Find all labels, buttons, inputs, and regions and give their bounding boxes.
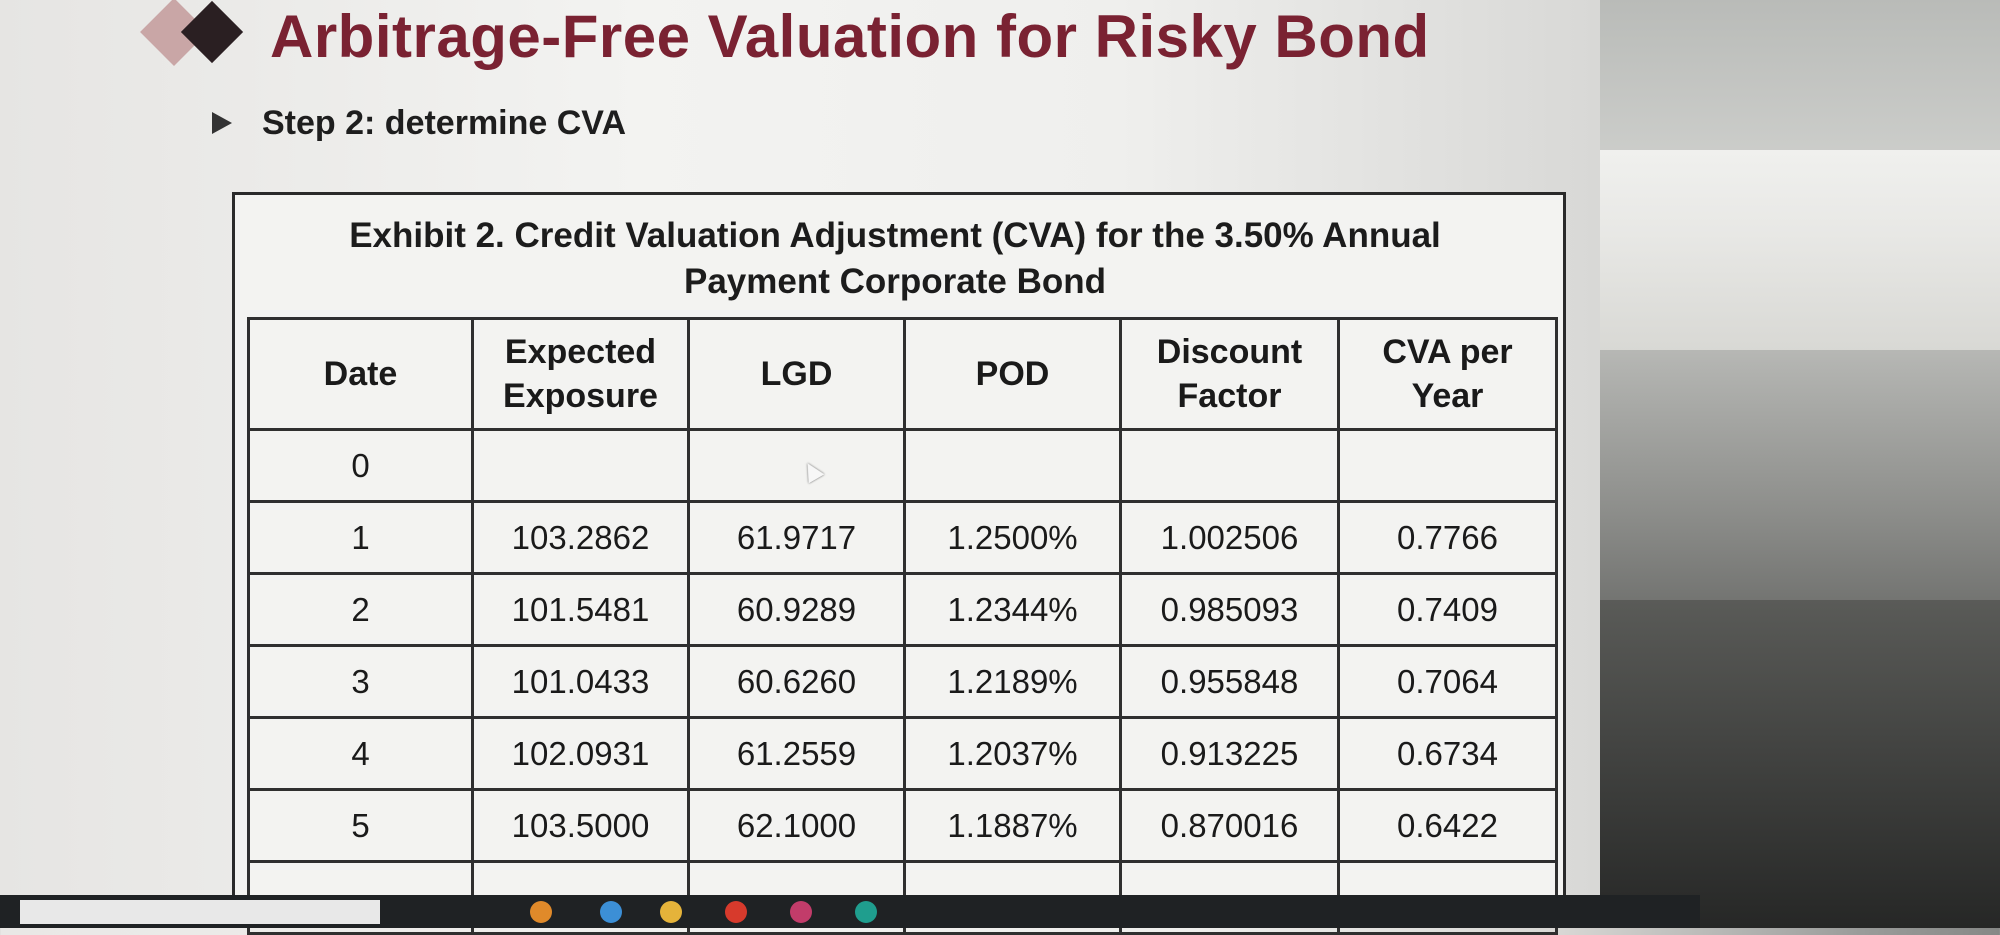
cell-lgd: 61.9717 (687, 500, 906, 575)
cell-pod: 1.2037% (903, 716, 1122, 791)
exhibit-table-box: Exhibit 2. Credit Valuation Adjustment (… (232, 192, 1566, 935)
cell-exposure: 103.5000 (471, 788, 690, 863)
cell-cva: 0.6422 (1337, 788, 1558, 863)
header-cva-per-year: CVA per Year (1337, 317, 1558, 431)
cell-cva: 0.7766 (1337, 500, 1558, 575)
cell-discount: 0.870016 (1119, 788, 1340, 863)
taskbar-app-icon[interactable] (790, 901, 812, 923)
cell-cva: 0.6734 (1337, 716, 1558, 791)
cell-cva: 0.7064 (1337, 644, 1558, 719)
taskbar-app-icon[interactable] (855, 901, 877, 923)
table-row: 5 103.5000 62.1000 1.1887% 0.870016 0.64… (247, 788, 1558, 863)
cell-lgd: 60.6260 (687, 644, 906, 719)
cell-exposure (471, 428, 690, 503)
cell-discount: 0.985093 (1119, 572, 1340, 647)
taskbar-app-icon[interactable] (725, 901, 747, 923)
header-discount-factor: Discount Factor (1119, 317, 1340, 431)
diamond-dark-icon (180, 0, 244, 64)
table-row: 1 103.2862 61.9717 1.2500% 1.002506 0.77… (247, 500, 1558, 575)
cell-cva: 0.7409 (1337, 572, 1558, 647)
cell-date: 4 (247, 716, 474, 791)
taskbar-app-icon[interactable] (660, 901, 682, 923)
header-exposure-line-1: Expected (504, 333, 657, 371)
header-discount-line-2: Factor (1177, 377, 1282, 415)
cell-exposure: 101.0433 (471, 644, 690, 719)
cell-lgd: 62.1000 (687, 788, 906, 863)
step-heading: Step 2: determine CVA (262, 104, 627, 142)
cell-discount: 0.955848 (1119, 644, 1340, 719)
cell-date: 2 (247, 572, 474, 647)
cell-date: 5 (247, 788, 474, 863)
taskbar (0, 895, 1700, 928)
slide-title: Arbitrage-Free Valuation for Risky Bond (270, 3, 1430, 70)
cell-pod: 1.2500% (903, 500, 1122, 575)
cell-pod (903, 428, 1122, 503)
cell-discount (1119, 428, 1340, 503)
header-discount-line-1: Discount (1156, 333, 1303, 371)
table-row: 2 101.5481 60.9289 1.2344% 0.985093 0.74… (247, 572, 1558, 647)
taskbar-app-icon[interactable] (530, 901, 552, 923)
table-row: 0 (247, 428, 1558, 503)
cell-exposure: 101.5481 (471, 572, 690, 647)
header-cva-line-2: Year (1411, 377, 1484, 415)
table-header-row: Date Expected Exposure LGD POD Discount … (247, 317, 1558, 431)
background-room (1560, 0, 2000, 928)
cell-cva (1337, 428, 1558, 503)
arrow-bullet-icon (212, 112, 232, 134)
background-window (1580, 150, 2000, 350)
slide: Arbitrage-Free Valuation for Risky Bond … (0, 0, 1600, 935)
caption-line-1: Exhibit 2. Credit Valuation Adjustment (… (349, 216, 1441, 255)
cell-lgd: 61.2559 (687, 716, 906, 791)
cell-pod: 1.1887% (903, 788, 1122, 863)
cell-date: 1 (247, 500, 474, 575)
cell-exposure: 102.0931 (471, 716, 690, 791)
table-row: 4 102.0931 61.2559 1.2037% 0.913225 0.67… (247, 716, 1558, 791)
cva-table: Date Expected Exposure LGD POD Discount … (247, 317, 1558, 935)
caption-line-2: Payment Corporate Bond (684, 262, 1106, 301)
cell-date: 0 (247, 428, 474, 503)
cell-lgd: 60.9289 (687, 572, 906, 647)
header-date: Date (247, 317, 474, 431)
cell-discount: 0.913225 (1119, 716, 1340, 791)
cell-pod: 1.2344% (903, 572, 1122, 647)
cell-lgd (687, 428, 906, 503)
taskbar-search-box[interactable] (20, 900, 380, 924)
cell-pod: 1.2189% (903, 644, 1122, 719)
cell-exposure: 103.2862 (471, 500, 690, 575)
header-expected-exposure: Expected Exposure (471, 317, 690, 431)
exhibit-caption: Exhibit 2. Credit Valuation Adjustment (… (245, 213, 1545, 305)
header-lgd: LGD (687, 317, 906, 431)
header-pod: POD (903, 317, 1122, 431)
header-cva-line-1: CVA per (1382, 333, 1513, 371)
cell-date: 3 (247, 644, 474, 719)
cell-discount: 1.002506 (1119, 500, 1340, 575)
header-exposure-line-2: Exposure (503, 377, 658, 415)
table-row: 3 101.0433 60.6260 1.2189% 0.955848 0.70… (247, 644, 1558, 719)
taskbar-app-icon[interactable] (600, 901, 622, 923)
background-desk (1560, 600, 2000, 928)
